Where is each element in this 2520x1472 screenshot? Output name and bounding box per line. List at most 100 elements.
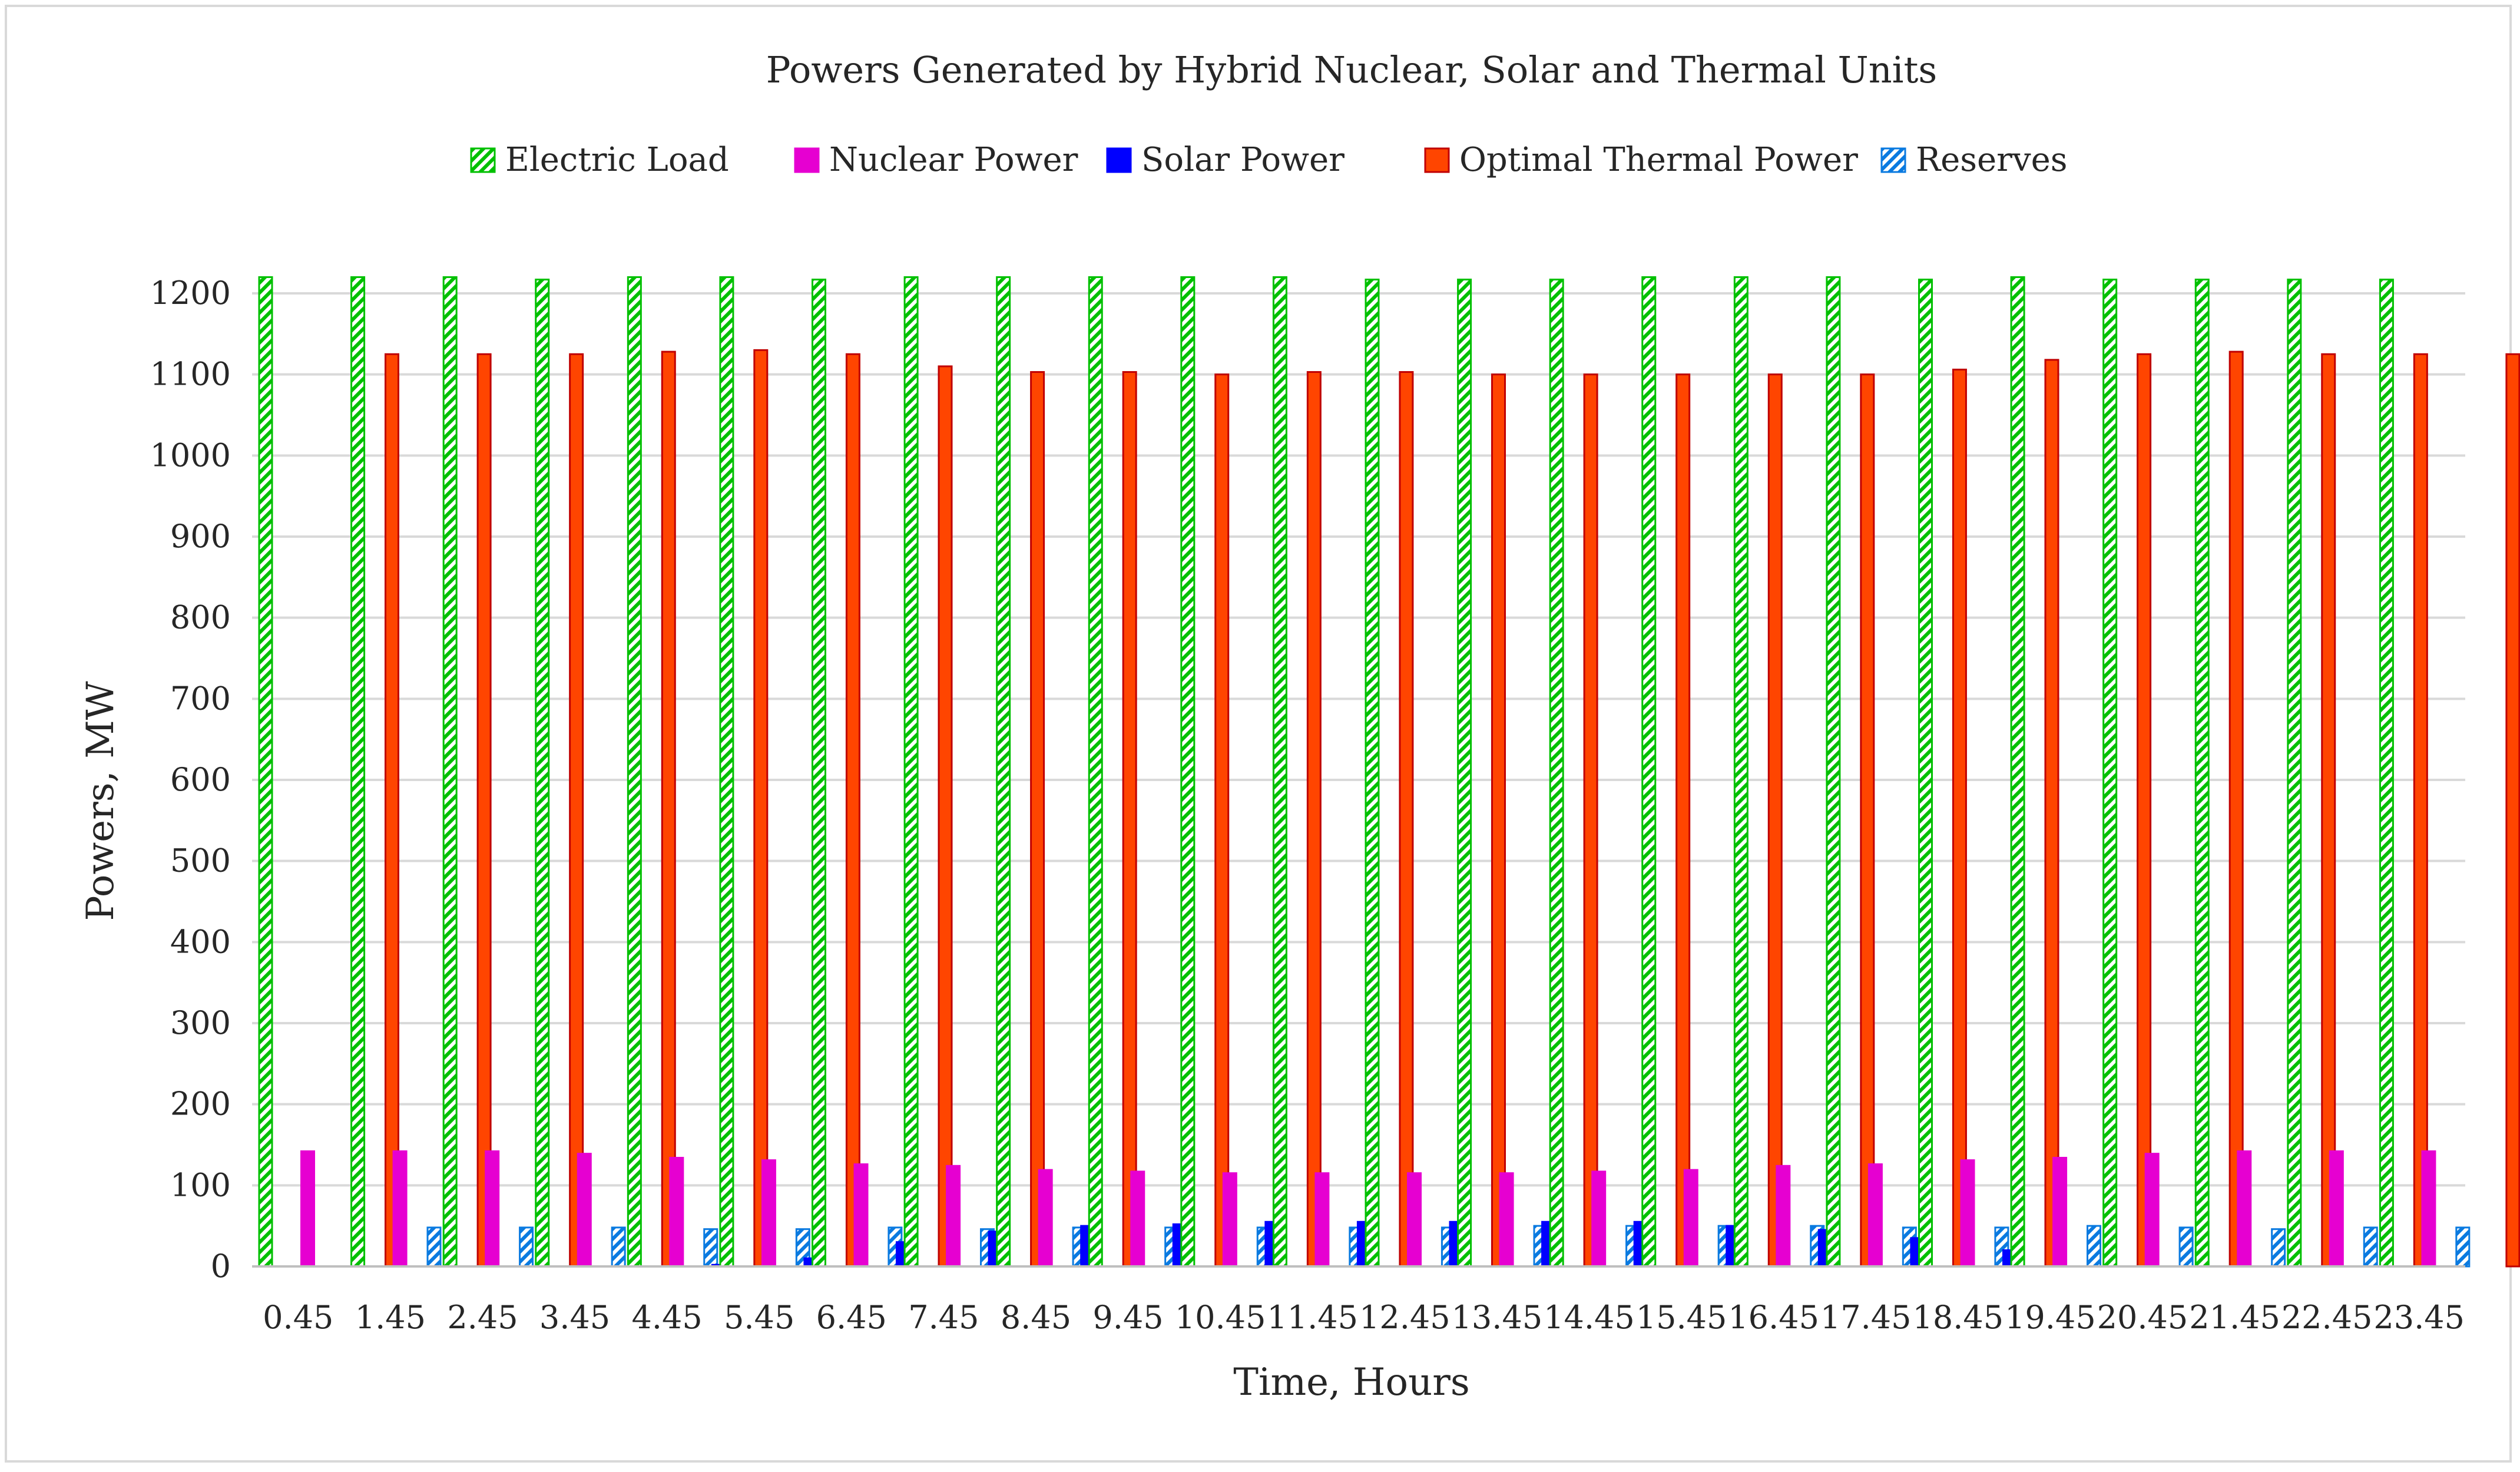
x-tick-label: 11.45 xyxy=(1267,1299,1358,1336)
y-tick-label: 700 xyxy=(170,680,231,717)
x-tick-label: 18.45 xyxy=(1912,1299,2004,1336)
gridlines xyxy=(252,292,2465,1187)
bar-optimal-thermal-power xyxy=(1583,373,1598,1268)
legend-label: Electric Load xyxy=(505,141,729,179)
bar-nuclear-power xyxy=(2144,1153,2160,1268)
legend-swatch xyxy=(1106,147,1132,173)
x-tick-label: 21.45 xyxy=(2189,1299,2280,1336)
x-tick-label: 22.45 xyxy=(2281,1299,2373,1336)
bar-electric-load xyxy=(719,276,734,1268)
bar-optimal-thermal-power xyxy=(385,353,399,1268)
bar-optimal-thermal-power xyxy=(2044,359,2059,1268)
bar-nuclear-power xyxy=(485,1150,500,1268)
bar-electric-load xyxy=(996,276,1011,1268)
y-tick-label: 800 xyxy=(170,599,231,636)
bar-nuclear-power xyxy=(761,1159,776,1268)
bar-nuclear-power xyxy=(577,1153,592,1268)
bar-nuclear-power xyxy=(1867,1163,1883,1268)
y-tick-label: 400 xyxy=(170,923,231,960)
x-tick-label: 12.45 xyxy=(1359,1299,1451,1336)
bar-nuclear-power xyxy=(1776,1165,1791,1268)
bar-nuclear-power xyxy=(669,1157,684,1268)
x-tick-label: 15.45 xyxy=(1636,1299,1727,1336)
chart-title: Powers Generated by Hybrid Nuclear, Sola… xyxy=(766,48,1937,91)
bar-nuclear-power xyxy=(1591,1170,1607,1268)
bar-electric-load xyxy=(2194,279,2210,1268)
bar-optimal-thermal-power xyxy=(1214,373,1230,1268)
bar-electric-load xyxy=(535,279,550,1268)
bar-optimal-thermal-power xyxy=(1491,373,1506,1268)
bar-optimal-thermal-power xyxy=(1767,373,1783,1268)
x-tick-label: 23.45 xyxy=(2373,1299,2465,1336)
bar-nuclear-power xyxy=(1314,1172,1330,1268)
y-tick-label: 200 xyxy=(170,1086,231,1123)
x-tick-label: 2.45 xyxy=(447,1299,518,1336)
bars xyxy=(258,276,2520,1268)
bar-electric-load xyxy=(1272,276,1287,1268)
bar-nuclear-power xyxy=(1407,1172,1422,1268)
legend-swatch xyxy=(1424,147,1450,173)
bar-electric-load xyxy=(2102,279,2118,1268)
x-axis-ticks: 0.45 1.45 2.45 3.45 4.45 5.45 6.45 7.45 8.45 9.45… xyxy=(263,1299,2465,1336)
bar-reserves xyxy=(426,1226,442,1268)
y-tick-label: 900 xyxy=(170,518,231,555)
bar-optimal-thermal-power xyxy=(2137,353,2152,1268)
bar-nuclear-power xyxy=(1499,1172,1514,1268)
x-tick-label: 19.45 xyxy=(2005,1299,2096,1336)
bar-electric-load xyxy=(2010,276,2025,1268)
y-axis-ticks: 0 100 200 300 400 500 600 700 800 900 1000 1100 1200 xyxy=(150,274,231,1285)
legend-swatch xyxy=(1880,147,1906,173)
x-tick-label: 0.45 xyxy=(263,1299,333,1336)
bar-reserves xyxy=(2363,1226,2378,1268)
bar-electric-load xyxy=(2379,279,2394,1268)
x-axis-title: Time, Hours xyxy=(1233,1361,1469,1404)
bar-nuclear-power xyxy=(2329,1150,2344,1268)
bar-electric-load xyxy=(1641,276,1657,1268)
x-tick-label: 17.45 xyxy=(1820,1299,1912,1336)
bar-optimal-thermal-power xyxy=(661,350,676,1268)
bar-electric-load xyxy=(1733,276,1749,1268)
bar-electric-load xyxy=(627,276,642,1268)
bar-optimal-thermal-power xyxy=(569,353,584,1268)
bar-nuclear-power xyxy=(1222,1172,1237,1268)
y-tick-label: 1200 xyxy=(150,274,231,312)
x-tick-label: 8.45 xyxy=(1001,1299,1071,1336)
x-tick-label: 5.45 xyxy=(724,1299,794,1336)
bar-electric-load xyxy=(1457,279,1472,1268)
legend-label: Solar Power xyxy=(1141,141,1345,179)
bar-electric-load xyxy=(442,276,458,1268)
x-tick-label: 14.45 xyxy=(1544,1299,1635,1336)
bar-optimal-thermal-power xyxy=(1675,373,1691,1268)
legend-swatch xyxy=(470,147,496,173)
x-tick-label: 1.45 xyxy=(355,1299,426,1336)
bar-optimal-thermal-power xyxy=(2505,353,2520,1268)
bar-nuclear-power xyxy=(1038,1169,1053,1268)
bar-nuclear-power xyxy=(1130,1170,1145,1268)
bar-optimal-thermal-power xyxy=(845,353,860,1268)
bar-nuclear-power xyxy=(300,1150,315,1268)
bar-optimal-thermal-power xyxy=(938,365,953,1268)
bar-electric-load xyxy=(812,279,826,1268)
bar-electric-load xyxy=(1549,279,1564,1268)
bar-reserves xyxy=(2178,1226,2194,1268)
x-tick-label: 13.45 xyxy=(1452,1299,1543,1336)
bar-optimal-thermal-power xyxy=(476,353,492,1268)
bar-reserves xyxy=(519,1226,534,1268)
bar-reserves xyxy=(703,1228,718,1268)
x-tick-label: 10.45 xyxy=(1175,1299,1266,1336)
chart-frame xyxy=(5,5,2512,1463)
bar-electric-load xyxy=(1918,279,1933,1268)
x-tick-label: 6.45 xyxy=(816,1299,887,1336)
bar-nuclear-power xyxy=(853,1163,869,1268)
bar-optimal-thermal-power xyxy=(1399,371,1414,1268)
legend-swatch xyxy=(794,147,820,173)
bar-electric-load xyxy=(1180,276,1196,1268)
legend-label: Nuclear Power xyxy=(829,141,1078,179)
y-tick-label: 1000 xyxy=(150,436,231,474)
bar-electric-load xyxy=(2287,279,2302,1268)
legend-label: Optimal Thermal Power xyxy=(1459,141,1858,179)
bar-reserves xyxy=(2087,1225,2101,1268)
bar-reserves xyxy=(2271,1228,2286,1268)
bar-optimal-thermal-power xyxy=(2228,350,2244,1268)
bar-electric-load xyxy=(1826,276,1841,1268)
